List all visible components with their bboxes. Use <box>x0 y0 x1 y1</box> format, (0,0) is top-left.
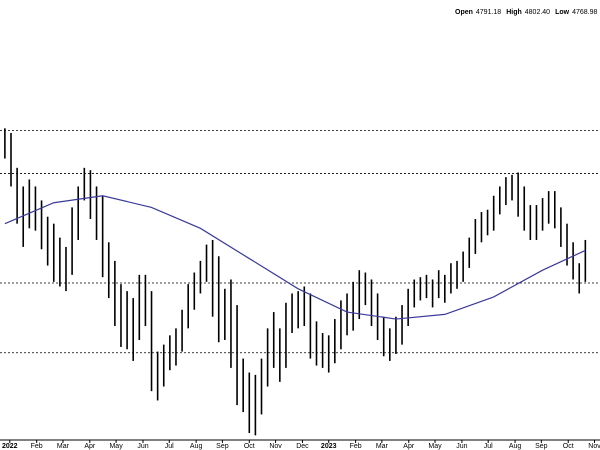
x-tick-label: May <box>428 443 442 450</box>
x-tick-label: Sep <box>216 443 229 450</box>
header-label: Low <box>555 9 570 16</box>
x-tick-label: Nov <box>269 443 282 450</box>
x-tick-label: Aug <box>190 443 203 450</box>
header-label: Open <box>455 9 473 16</box>
moving-average <box>4 195 586 320</box>
x-tick-label: Nov <box>588 443 600 450</box>
x-tick-label: Jun <box>456 443 467 450</box>
x-tick-label: Apr <box>84 443 96 450</box>
x-tick-label: Oct <box>244 443 255 450</box>
x-tick-label: Mar <box>57 443 70 450</box>
x-tick-label: Feb <box>350 443 362 450</box>
x-tick-label: Jul <box>484 443 493 450</box>
header-value: 4802.40 <box>525 9 550 16</box>
x-tick-label: 2022 <box>2 443 18 450</box>
x-tick-label: Jun <box>137 443 148 450</box>
x-tick-label: Oct <box>563 443 574 450</box>
header-label: High <box>506 9 522 16</box>
x-tick-label: 2023 <box>321 443 337 450</box>
x-tick-label: Dec <box>296 443 309 450</box>
header-value: 4791.18 <box>476 9 501 16</box>
x-tick-label: Feb <box>31 443 43 450</box>
x-tick-label: Jul <box>165 443 174 450</box>
x-tick-label: Apr <box>403 443 415 450</box>
x-tick-label: May <box>109 443 123 450</box>
x-tick-label: Aug <box>509 443 522 450</box>
x-tick-label: Sep <box>535 443 548 450</box>
x-tick-label: Mar <box>376 443 389 450</box>
header-value: 4768.98 <box>572 9 597 16</box>
